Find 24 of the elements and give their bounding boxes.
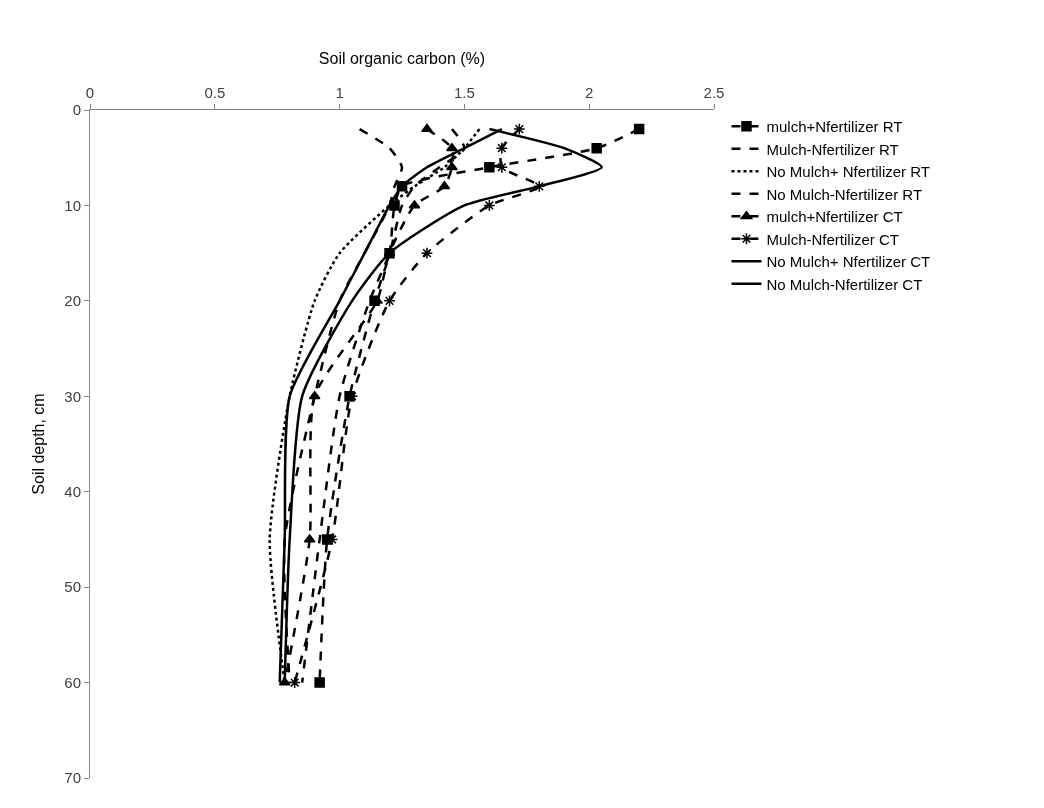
y-tick-label: 70	[64, 769, 81, 787]
y-tick-label: 20	[64, 292, 81, 310]
y-tick-label: 50	[64, 578, 81, 596]
legend-label: mulch+Nfertilizer RT	[766, 118, 903, 136]
legend-label: Mulch-Nfertilizer CT	[766, 230, 899, 248]
y-tick-label: 0	[72, 101, 81, 119]
x-tick-label: 0.5	[204, 84, 226, 101]
y-tick-label: 40	[64, 482, 81, 500]
y-axis-title: Soil depth, cm	[30, 393, 48, 495]
x-axis-title: Soil organic carbon (%)	[318, 49, 486, 67]
legend-label: No Mulch-Nfertilizer CT	[766, 275, 923, 293]
legend-label: No Mulch+ Nfertilizer CT	[766, 253, 931, 271]
legend-label: No Mulch+ Nfertilizer RT	[766, 163, 930, 181]
legend-label: mulch+Nfertilizer CT	[766, 208, 903, 226]
y-tick-label: 10	[64, 196, 81, 214]
y-tick-label: 30	[64, 387, 81, 405]
x-tick-label: 1.5	[453, 84, 475, 101]
y-tick-label: 60	[64, 673, 81, 691]
x-tick-label: 0	[85, 84, 95, 101]
legend-label: Mulch-Nfertilizer RT	[766, 140, 899, 158]
x-tick-label: 2	[585, 84, 594, 101]
x-tick-label: 2.5	[703, 84, 725, 101]
legend-label: No Mulch-Nfertilizer RT	[766, 185, 923, 203]
x-tick-label: 1	[335, 84, 344, 101]
